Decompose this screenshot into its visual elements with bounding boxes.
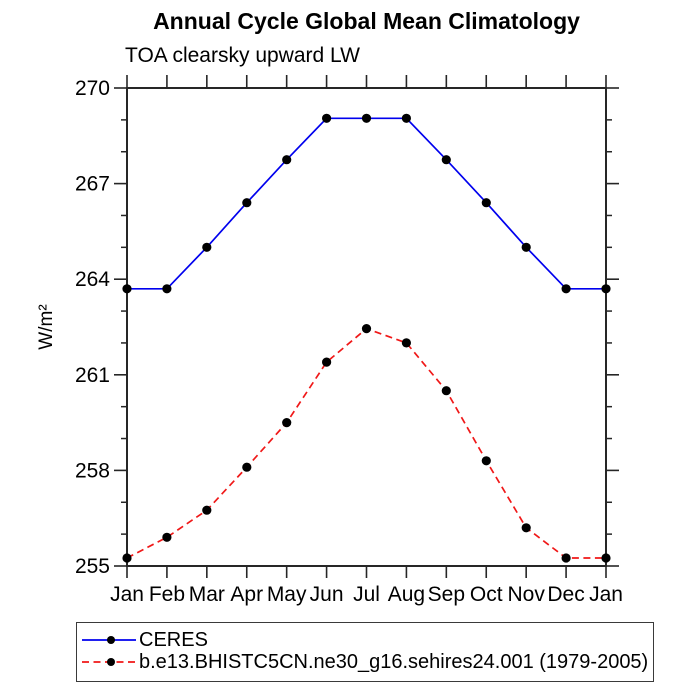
- x-tick-label: Dec: [547, 583, 584, 606]
- data-point-marker: [401, 113, 411, 123]
- x-tick-label: May: [267, 583, 307, 606]
- y-tick-label: 264: [75, 268, 110, 291]
- data-point-marker: [242, 198, 252, 208]
- legend-line-sample: [82, 636, 136, 644]
- x-tick-label: Aug: [388, 583, 425, 606]
- x-tick-label: Oct: [470, 583, 503, 606]
- x-tick-label: Mar: [189, 583, 225, 606]
- y-tick-label: 258: [75, 459, 110, 482]
- data-point-marker: [162, 532, 172, 542]
- data-point-marker: [441, 155, 451, 165]
- legend-line-sample: [82, 658, 136, 666]
- data-point-marker: [481, 198, 491, 208]
- x-tick-label: Jul: [353, 583, 380, 606]
- y-tick-label: 261: [75, 364, 110, 387]
- data-point-marker: [202, 242, 212, 252]
- data-point-marker: [401, 338, 411, 348]
- data-point-marker: [361, 113, 372, 123]
- y-tick-label: 267: [75, 173, 110, 196]
- x-tick-label: Nov: [507, 583, 545, 606]
- legend-item: b.e13.BHISTC5CN.ne30_g16.sehires24.001 (…: [80, 651, 653, 673]
- data-point-marker: [561, 284, 571, 294]
- x-tick-label: Jan: [589, 583, 623, 606]
- legend-item-label: b.e13.BHISTC5CN.ne30_g16.sehires24.001 (…: [139, 651, 649, 673]
- chart-subtitle: TOA clearsky upward LW: [125, 44, 360, 67]
- legend: CERES b.e13.BHISTC5CN.ne30_g16.sehires24.…: [76, 622, 654, 682]
- data-point-marker: [242, 462, 252, 472]
- x-tick-label: Jun: [310, 583, 344, 606]
- x-tick-label: Jan: [110, 583, 144, 606]
- data-point-marker: [282, 418, 292, 428]
- data-point-marker: [481, 456, 491, 466]
- data-point-marker: [322, 357, 332, 367]
- data-point-marker: [601, 284, 611, 294]
- x-tick-label: Apr: [230, 583, 263, 606]
- legend-item: CERES: [80, 629, 653, 651]
- data-point-marker: [561, 553, 571, 563]
- data-point-marker: [521, 242, 531, 252]
- data-point-marker: [122, 284, 132, 294]
- data-point-marker: [322, 113, 332, 123]
- plot-frame: [126, 87, 607, 567]
- data-point-marker: [282, 155, 292, 165]
- legend-sample-marker-dot: [107, 658, 115, 666]
- data-point-marker: [441, 386, 451, 396]
- legend-sample-marker-dot: [107, 636, 115, 644]
- data-point-marker: [361, 324, 372, 334]
- x-tick-label: Sep: [428, 583, 465, 606]
- y-tick-label: 270: [75, 77, 110, 100]
- series-line-ceres: [127, 117, 606, 290]
- data-point-marker: [521, 523, 531, 533]
- y-axis-label: W/m²: [36, 304, 57, 349]
- data-point-marker: [162, 284, 172, 294]
- x-tick-label: Feb: [149, 583, 185, 606]
- y-tick-label: 255: [75, 555, 110, 578]
- data-point-marker: [601, 553, 611, 563]
- legend-item-label: CERES: [139, 629, 208, 651]
- data-point-marker: [122, 553, 132, 563]
- series-line-model: [126, 327, 606, 559]
- chart-title: Annual Cycle Global Mean Climatology: [153, 8, 580, 34]
- data-point-marker: [202, 505, 212, 515]
